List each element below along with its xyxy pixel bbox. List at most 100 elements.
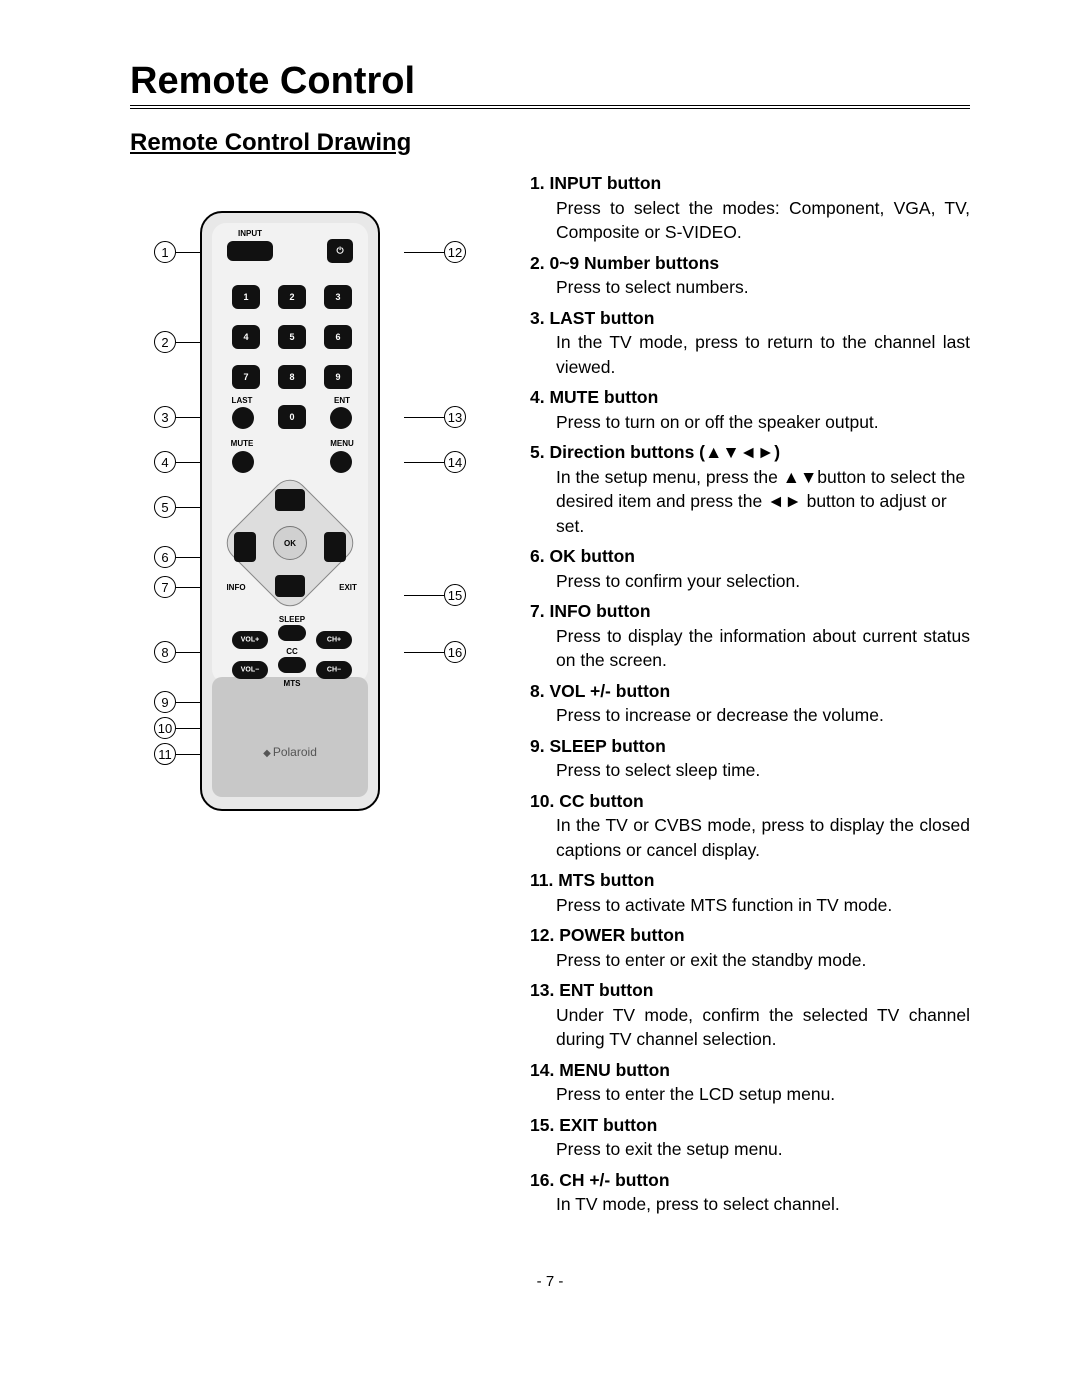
num-9: 9 xyxy=(324,365,352,389)
num-0: 0 xyxy=(278,405,306,429)
ok-button: OK xyxy=(273,526,307,560)
description-label: 7. INFO button xyxy=(530,601,651,621)
description-text: Under TV mode, confirm the selected TV c… xyxy=(556,1003,970,1052)
num-8: 8 xyxy=(278,365,306,389)
sleep-label: SLEEP xyxy=(279,615,305,624)
volp-button: VOL+ xyxy=(232,631,268,649)
num-3: 3 xyxy=(324,285,352,309)
description-label: 9. SLEEP button xyxy=(530,736,666,756)
mts-label: MTS xyxy=(284,679,301,688)
dir-left xyxy=(234,532,256,562)
description-text: Press to activate MTS function in TV mod… xyxy=(556,893,970,918)
callout-12: 12 xyxy=(444,241,466,263)
sleep-button xyxy=(278,625,306,641)
description-label: 14. MENU button xyxy=(530,1060,670,1080)
description-text: Press to enter the LCD setup menu. xyxy=(556,1082,970,1107)
description-label: 16. CH +/- button xyxy=(530,1170,670,1190)
ent-button xyxy=(330,407,352,429)
description-item: 11. MTS button Press to activate MTS func… xyxy=(530,868,970,917)
description-label: 4. MUTE button xyxy=(530,387,658,407)
brand-label: Polaroid xyxy=(263,745,317,759)
description-item: 5. Direction buttons (▲▼◄►) In the setup … xyxy=(530,440,970,538)
description-list: 1. INPUT buttonPress to select the modes… xyxy=(530,171,970,1223)
exit-label: EXIT xyxy=(339,583,357,592)
power-button: ⏻ xyxy=(327,239,353,263)
description-item: 12. POWER button Press to enter or exit t… xyxy=(530,923,970,972)
num-5: 5 xyxy=(278,325,306,349)
description-label: 8. VOL +/- button xyxy=(530,681,670,701)
description-label: 1. INPUT button xyxy=(530,173,661,193)
info-label: INFO xyxy=(226,583,245,592)
description-item: 1. INPUT buttonPress to select the modes… xyxy=(530,171,970,245)
remote-diagram: 1 2 3 4 5 6 7 8 9 10 11 12 13 14 15 16 xyxy=(130,171,490,1223)
num-4: 4 xyxy=(232,325,260,349)
description-item: 15. EXIT buttonPress to exit the setup m… xyxy=(530,1113,970,1162)
description-label: 6. OK button xyxy=(530,546,635,566)
mute-label: MUTE xyxy=(231,439,254,448)
description-text: In the setup menu, press the ▲▼button to… xyxy=(556,465,970,539)
ent-label: ENT xyxy=(334,396,350,405)
menu-button xyxy=(330,451,352,473)
chp-button: CH+ xyxy=(316,631,352,649)
description-text: Press to select numbers. xyxy=(556,275,970,300)
description-item: 8. VOL +/- buttonPress to increase or de… xyxy=(530,679,970,728)
num-6: 6 xyxy=(324,325,352,349)
volm-button: VOL− xyxy=(232,661,268,679)
callout-11: 11 xyxy=(154,743,176,765)
description-text: Press to turn on or off the speaker outp… xyxy=(556,410,970,435)
num-2: 2 xyxy=(278,285,306,309)
description-label: 2. 0~9 Number buttons xyxy=(530,253,719,273)
page-number: - 7 - xyxy=(130,1273,970,1290)
dir-right xyxy=(324,532,346,562)
description-label: 12. POWER button xyxy=(530,925,685,945)
section-subtitle: Remote Control Drawing xyxy=(130,129,970,157)
description-text: In the TV or CVBS mode, press to display… xyxy=(556,813,970,862)
description-item: 2. 0~9 Number buttonsPress to select num… xyxy=(530,251,970,300)
callout-10: 10 xyxy=(154,717,176,739)
dir-down xyxy=(275,575,305,597)
description-text: Press to enter or exit the standby mode. xyxy=(556,948,970,973)
callout-8: 8 xyxy=(154,641,176,663)
description-item: 13. ENT button Under TV mode, confirm the… xyxy=(530,978,970,1052)
menu-label: MENU xyxy=(330,439,354,448)
num-1: 1 xyxy=(232,285,260,309)
description-text: In the TV mode, press to return to the c… xyxy=(556,330,970,379)
callout-2: 2 xyxy=(154,331,176,353)
description-label: 10. CC button xyxy=(530,791,644,811)
callout-6: 6 xyxy=(154,546,176,568)
remote-body: INPUT ⏻ 1 2 3 4 5 6 7 8 9 0 LAST xyxy=(200,211,380,811)
description-item: 4. MUTE button Press to turn on or off th… xyxy=(530,385,970,434)
description-label: 13. ENT button xyxy=(530,980,653,1000)
description-item: 6. OK buttonPress to confirm your select… xyxy=(530,544,970,593)
callout-16: 16 xyxy=(444,641,466,663)
direction-pad: OK xyxy=(230,483,350,603)
description-item: 14. MENU buttonPress to enter the LCD se… xyxy=(530,1058,970,1107)
description-item: 16. CH +/- buttonIn TV mode, press to se… xyxy=(530,1168,970,1217)
callout-7: 7 xyxy=(154,576,176,598)
input-label: INPUT xyxy=(238,229,262,238)
description-item: 7. INFO button Press to display the infor… xyxy=(530,599,970,673)
last-button xyxy=(232,407,254,429)
callout-4: 4 xyxy=(154,451,176,473)
description-item: 9. SLEEP buttonPress to select sleep tim… xyxy=(530,734,970,783)
callout-13: 13 xyxy=(444,406,466,428)
chm-button: CH− xyxy=(316,661,352,679)
description-text: Press to increase or decrease the volume… xyxy=(556,703,970,728)
page-title: Remote Control xyxy=(130,60,970,109)
cc-button xyxy=(278,657,306,673)
callout-15: 15 xyxy=(444,584,466,606)
description-label: 11. MTS button xyxy=(530,870,654,890)
num-7: 7 xyxy=(232,365,260,389)
description-label: 5. Direction buttons (▲▼◄►) xyxy=(530,442,780,462)
callout-9: 9 xyxy=(154,691,176,713)
callout-14: 14 xyxy=(444,451,466,473)
description-label: 3. LAST button xyxy=(530,308,654,328)
callout-1: 1 xyxy=(154,241,176,263)
description-text: Press to exit the setup menu. xyxy=(556,1137,970,1162)
input-button xyxy=(227,241,273,261)
description-label: 15. EXIT button xyxy=(530,1115,657,1135)
description-item: 10. CC buttonIn the TV or CVBS mode, pre… xyxy=(530,789,970,863)
description-text: Press to display the information about c… xyxy=(556,624,970,673)
dir-up xyxy=(275,489,305,511)
description-item: 3. LAST buttonIn the TV mode, press to r… xyxy=(530,306,970,380)
